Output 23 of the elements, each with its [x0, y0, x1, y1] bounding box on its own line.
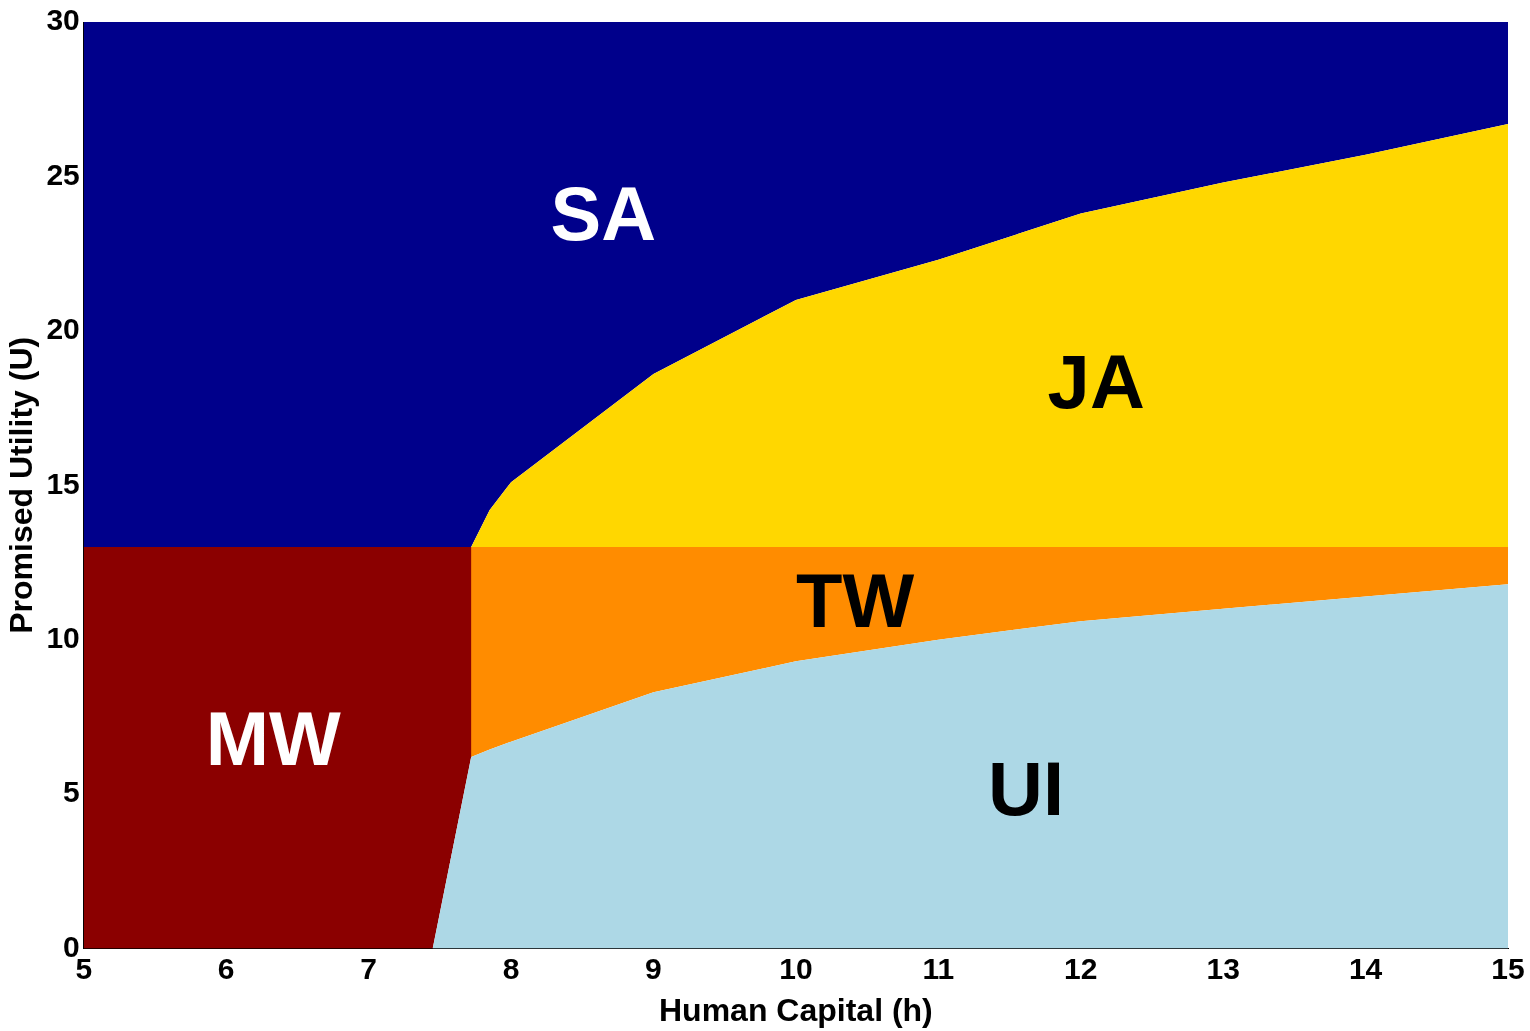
- x-tick-label: 8: [502, 951, 520, 985]
- y-tick-label: 10: [46, 621, 80, 654]
- y-tick-label: 25: [46, 157, 80, 191]
- y-tick-label: 15: [46, 466, 80, 500]
- y-axis-title: Promised Utility (U): [3, 336, 40, 634]
- y-tick-label: 20: [46, 312, 80, 346]
- x-tick-label: 7: [360, 951, 377, 985]
- y-tick-label: 5: [63, 775, 80, 809]
- x-tick-label: 13: [1206, 951, 1240, 985]
- x-tick-label: 14: [1348, 951, 1383, 985]
- series-label: MW: [205, 696, 342, 782]
- y-tick-label: 30: [46, 3, 80, 37]
- x-tick-label: 10: [779, 951, 813, 985]
- series-label: TW: [796, 558, 915, 644]
- series-label: JA: [1047, 338, 1145, 424]
- x-tick-label: 15: [1491, 951, 1525, 985]
- series-label: SA: [550, 170, 657, 256]
- x-tick-label: 12: [1064, 951, 1098, 985]
- x-tick-label: 11: [922, 951, 955, 985]
- series-label: UI: [988, 746, 1065, 832]
- x-axis-title: Human Capital (h): [658, 991, 933, 1028]
- x-tick-label: 9: [645, 951, 662, 985]
- x-tick-label: 6: [217, 951, 235, 985]
